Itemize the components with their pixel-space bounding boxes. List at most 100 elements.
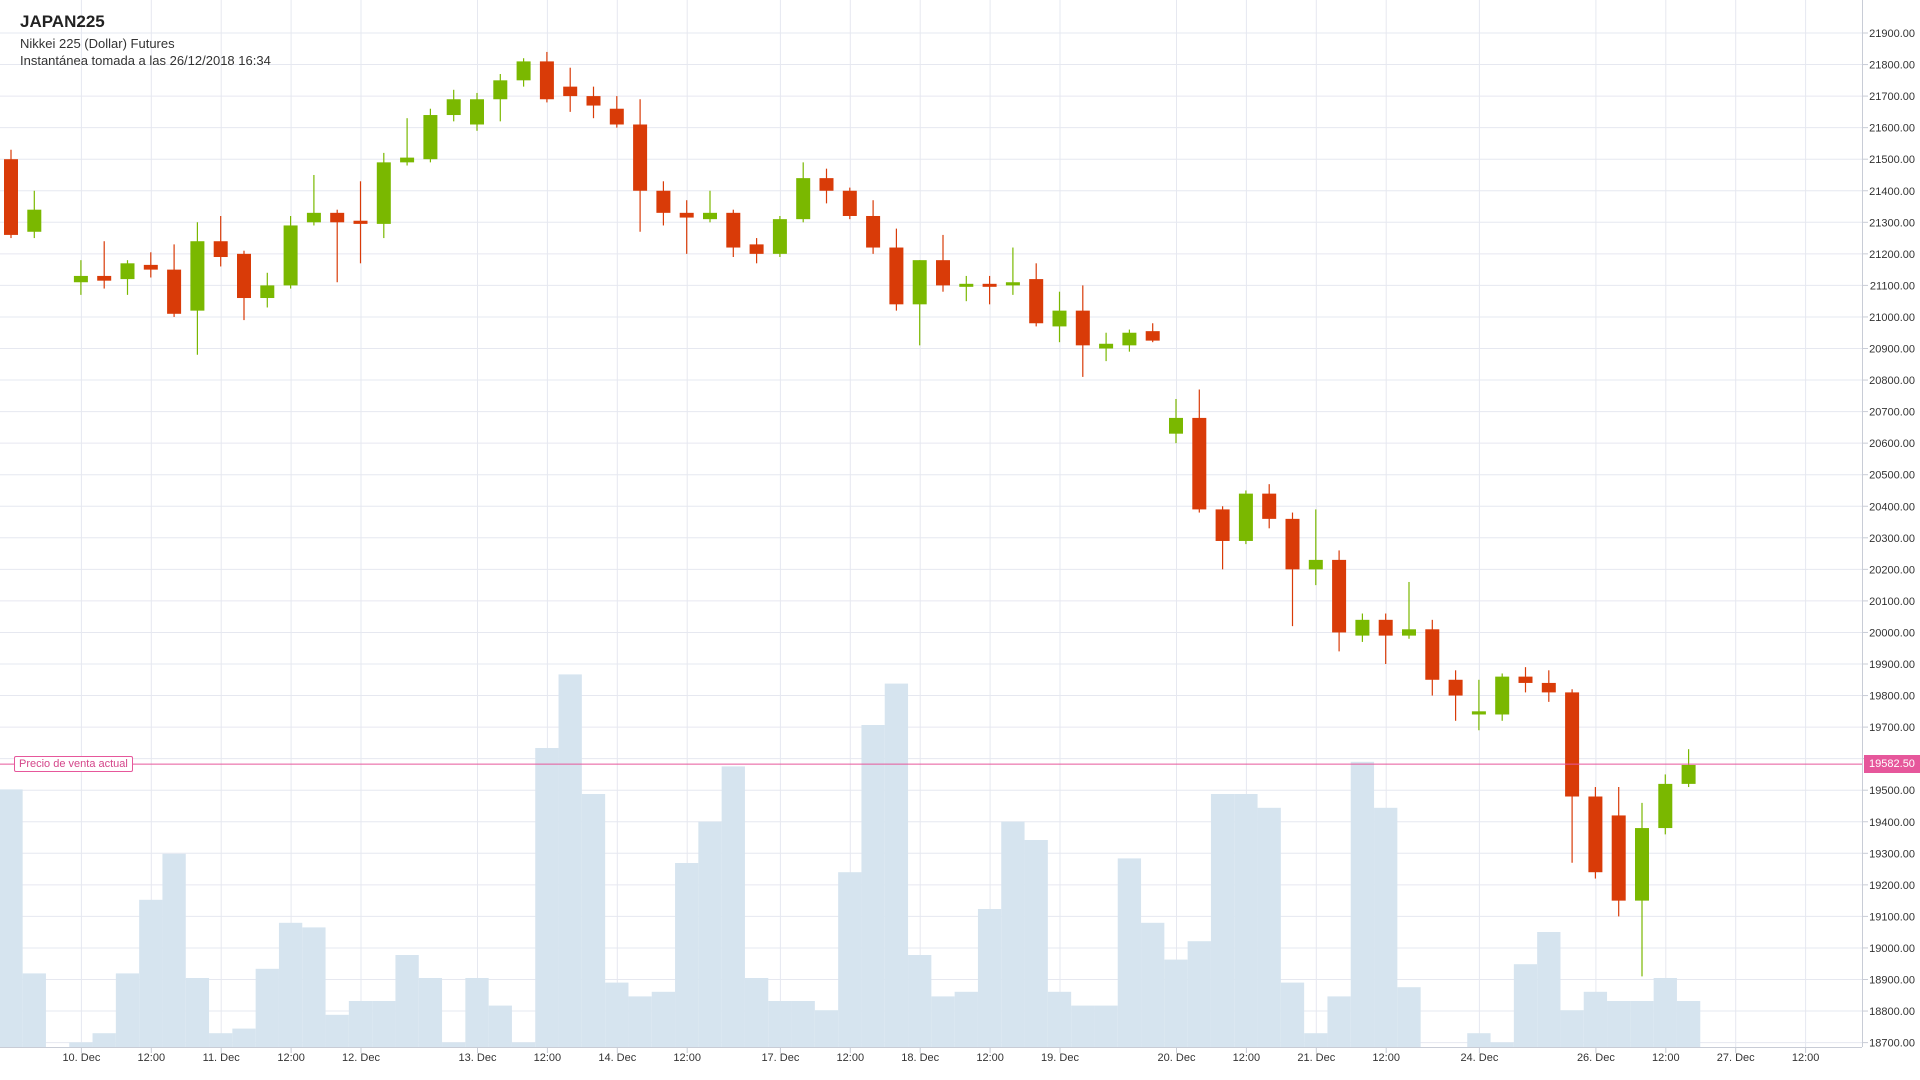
candle-down[interactable]	[353, 220, 368, 224]
candle-up[interactable]	[516, 61, 531, 81]
candle-down[interactable]	[1332, 559, 1347, 633]
candle-up[interactable]	[446, 99, 461, 116]
candle-down[interactable]	[819, 178, 834, 191]
candle-up[interactable]	[376, 162, 391, 224]
x-tick-label: 10. Dec	[62, 1052, 100, 1064]
candle-down[interactable]	[586, 96, 601, 106]
candle-up[interactable]	[959, 283, 974, 287]
candle-down[interactable]	[237, 253, 251, 299]
candle-down[interactable]	[1425, 629, 1440, 680]
candle-down[interactable]	[563, 86, 578, 97]
volume-bar	[325, 1014, 349, 1047]
candle-up[interactable]	[493, 80, 508, 100]
y-tick-label: 21100.00	[1870, 280, 1915, 292]
candle-up[interactable]	[1052, 310, 1067, 327]
candle-down[interactable]	[1588, 796, 1603, 873]
volume-bar	[954, 991, 978, 1047]
candle-up[interactable]	[1402, 629, 1416, 636]
candle-up[interactable]	[73, 275, 88, 283]
volume-bar	[1537, 932, 1561, 1047]
candle-up[interactable]	[400, 157, 415, 163]
candle-down[interactable]	[1215, 509, 1230, 541]
y-tick-label: 20100.00	[1869, 596, 1915, 608]
candle-up[interactable]	[1238, 493, 1253, 541]
grid	[0, 0, 1862, 1047]
candle-down[interactable]	[1285, 518, 1300, 570]
candle-up[interactable]	[1169, 417, 1183, 434]
candle-up[interactable]	[912, 260, 927, 305]
candle-up[interactable]	[1308, 559, 1323, 570]
candle-down[interactable]	[167, 269, 182, 314]
candle-up[interactable]	[1681, 764, 1696, 784]
candle-up[interactable]	[703, 212, 717, 220]
candle-up[interactable]	[1495, 676, 1510, 715]
candle-down[interactable]	[1611, 815, 1626, 901]
candle-down[interactable]	[1029, 279, 1044, 324]
snapshot-timestamp: Instantánea tomada a las 26/12/2018 16:3…	[20, 53, 271, 68]
candle-down[interactable]	[889, 247, 904, 305]
y-tick-label: 21000.00	[1869, 312, 1915, 324]
volume-bar	[1210, 794, 1235, 1047]
candle-down[interactable]	[539, 61, 554, 100]
x-tick-label: 12. Dec	[342, 1052, 380, 1064]
candle-down[interactable]	[1541, 682, 1556, 693]
candle-down[interactable]	[1192, 417, 1207, 510]
candle-up[interactable]	[1099, 343, 1114, 349]
candle-down[interactable]	[1448, 679, 1463, 696]
candle-up[interactable]	[423, 115, 438, 160]
candle-up[interactable]	[772, 219, 787, 254]
candles[interactable]	[4, 51, 1696, 977]
candle-up[interactable]	[1635, 828, 1649, 901]
candle-up[interactable]	[260, 285, 275, 299]
candle-down[interactable]	[982, 283, 997, 287]
volume-bar	[162, 853, 186, 1047]
volume-bar	[884, 683, 909, 1047]
candle-up[interactable]	[120, 263, 135, 280]
volume-bar	[1094, 1005, 1118, 1047]
volume-bar	[1676, 1001, 1701, 1047]
candle-down[interactable]	[679, 212, 694, 218]
x-tick-label: 12:00	[1792, 1052, 1820, 1064]
candle-down[interactable]	[1378, 619, 1393, 636]
candle-up[interactable]	[283, 225, 298, 286]
candle-down[interactable]	[749, 244, 764, 254]
candle-down[interactable]	[1145, 331, 1160, 341]
candle-down[interactable]	[609, 108, 624, 125]
candle-down[interactable]	[97, 275, 112, 281]
y-tick-label: 19100.00	[1869, 911, 1915, 923]
candle-up[interactable]	[1658, 783, 1673, 829]
volume-bar	[605, 982, 629, 1047]
candle-down[interactable]	[726, 212, 741, 248]
candle-down[interactable]	[143, 264, 158, 270]
candle-down[interactable]	[1262, 493, 1277, 519]
candle-up[interactable]	[1005, 282, 1020, 286]
candle-up[interactable]	[1355, 619, 1370, 636]
volume-bar	[977, 909, 1002, 1047]
candle-up[interactable]	[306, 212, 321, 223]
candle-down[interactable]	[4, 159, 18, 235]
candle-down[interactable]	[1518, 676, 1533, 683]
volume-bar	[115, 973, 140, 1047]
candle-down[interactable]	[936, 260, 950, 286]
candle-up[interactable]	[1471, 711, 1486, 715]
candle-down[interactable]	[1565, 692, 1580, 797]
candle-up[interactable]	[470, 99, 484, 125]
y-tick-label: 20400.00	[1869, 501, 1915, 513]
candle-up[interactable]	[27, 209, 42, 232]
volume-bar	[0, 789, 23, 1047]
candle-down[interactable]	[656, 190, 671, 213]
volume-bar	[418, 978, 443, 1047]
candle-up[interactable]	[190, 241, 205, 311]
candle-down[interactable]	[330, 212, 345, 223]
candle-down[interactable]	[633, 124, 648, 191]
candle-up[interactable]	[796, 178, 811, 220]
candle-down[interactable]	[866, 215, 881, 248]
candle-down[interactable]	[213, 241, 228, 258]
candle-up[interactable]	[1122, 332, 1137, 346]
candle-down[interactable]	[842, 190, 857, 216]
candle-down[interactable]	[1075, 310, 1090, 346]
volume-bar	[372, 1001, 396, 1047]
volume-bar	[1164, 959, 1188, 1047]
y-tick-label: 20800.00	[1869, 375, 1915, 387]
